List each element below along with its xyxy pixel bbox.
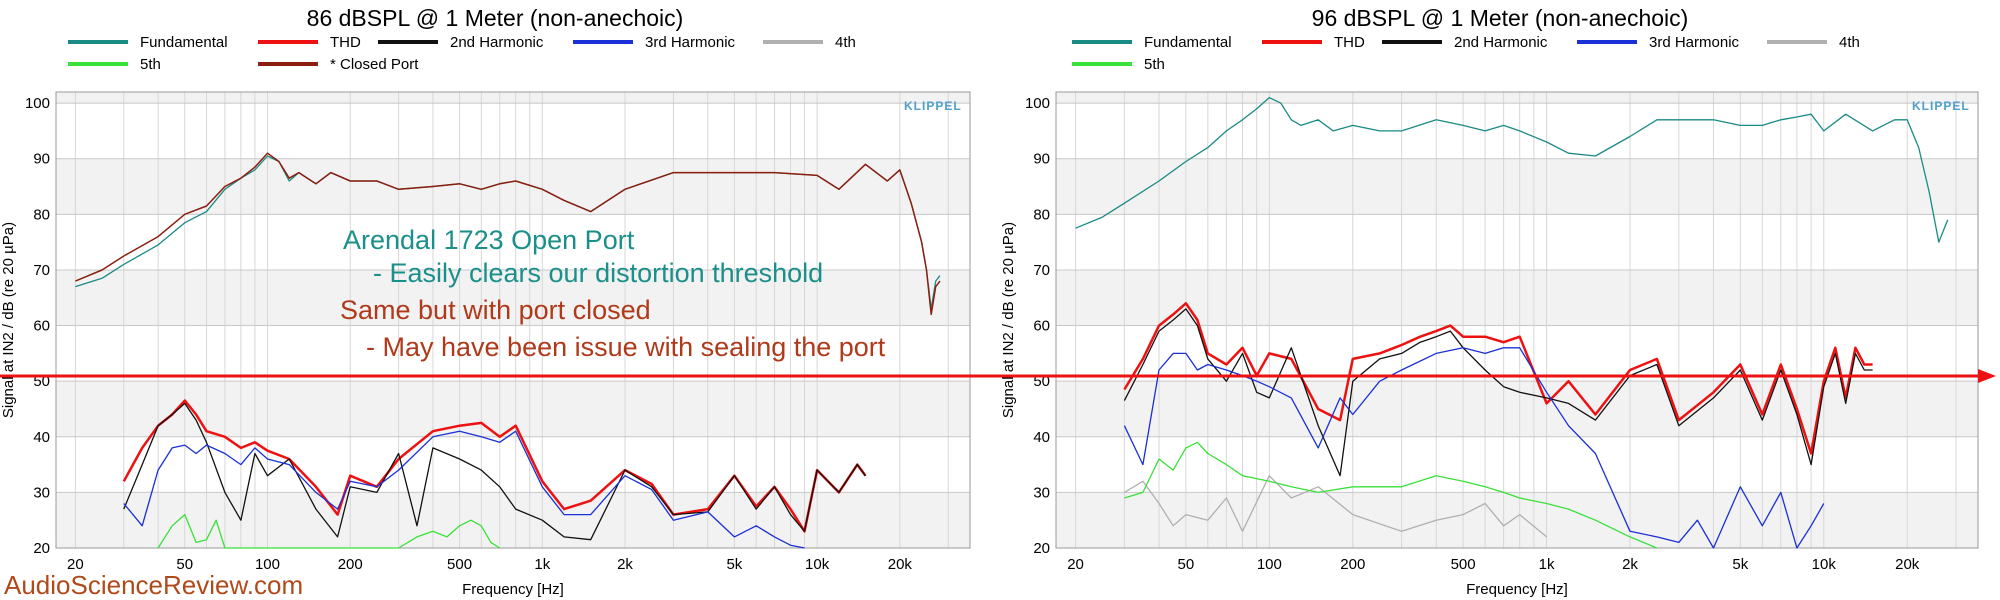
plot-band xyxy=(1056,381,1978,437)
watermark: AudioScienceReview.com xyxy=(4,570,303,600)
klippel-logo: KLIPPEL xyxy=(904,99,962,113)
annotation-line2: - Easily clears our distortion threshold xyxy=(373,258,823,288)
y-tick-label: 80 xyxy=(33,206,50,223)
threshold-arrowhead xyxy=(1978,369,1996,383)
series-line-h3 xyxy=(123,430,805,549)
x-tick-label: 100 xyxy=(255,556,280,573)
x-tick-label: 5k xyxy=(1732,556,1748,573)
plot-band xyxy=(56,492,970,548)
y-tick-label: 90 xyxy=(1033,151,1050,168)
plot-frame xyxy=(1055,91,1979,549)
x-tick-label: 500 xyxy=(1451,556,1476,573)
plot-band xyxy=(56,158,970,215)
legend-label: 3rd Harmonic xyxy=(645,34,736,51)
y-tick-label: 20 xyxy=(33,540,50,557)
y-axis-label: Signal at IN2 / dB (re 20 µPa) xyxy=(0,222,17,418)
x-tick-label: 1k xyxy=(534,556,550,573)
plot-band xyxy=(1056,492,1978,548)
annotation-line4: - May have been issue with sealing the p… xyxy=(366,332,886,362)
y-tick-label: 60 xyxy=(33,318,50,335)
x-tick-label: 20 xyxy=(67,556,84,573)
y-tick-label: 20 xyxy=(1033,540,1050,557)
y-tick-label: 90 xyxy=(33,151,50,168)
annotation-line1: Arendal 1723 Open Port xyxy=(343,225,635,255)
series-line-h4 xyxy=(1124,475,1548,538)
plot-band xyxy=(1056,269,1978,326)
plot-band xyxy=(56,269,970,326)
legend-label: * Closed Port xyxy=(330,56,419,73)
x-tick-label: 10k xyxy=(1812,556,1837,573)
series-line-closed-port xyxy=(75,152,941,316)
x-tick-label: 2k xyxy=(617,556,633,573)
plot-band xyxy=(1056,158,1978,215)
legend-label: 3rd Harmonic xyxy=(1649,34,1740,51)
legend-label: 2nd Harmonic xyxy=(1454,34,1548,51)
y-tick-label: 30 xyxy=(33,484,50,501)
annotation-line3: Same but with port closed xyxy=(340,295,651,325)
klippel-logo: KLIPPEL xyxy=(1912,99,1970,113)
x-axis-label: Frequency [Hz] xyxy=(1466,581,1568,598)
legend-label: 2nd Harmonic xyxy=(450,34,544,51)
y-tick-label: 100 xyxy=(25,95,50,112)
y-tick-label: 60 xyxy=(1033,318,1050,335)
y-tick-label: 40 xyxy=(1033,429,1050,446)
legend-label: 4th xyxy=(835,34,856,51)
legend-label: Fundamental xyxy=(1144,34,1232,51)
y-tick-label: 70 xyxy=(33,262,50,279)
legend-label: THD xyxy=(1334,34,1365,51)
x-tick-label: 20k xyxy=(1895,556,1920,573)
x-tick-label: 5k xyxy=(726,556,742,573)
series-line-h2 xyxy=(123,402,867,541)
x-tick-label: 100 xyxy=(1257,556,1282,573)
plot-frame xyxy=(55,91,971,549)
x-tick-label: 20 xyxy=(1067,556,1084,573)
legend-label: 4th xyxy=(1839,34,1860,51)
x-axis-label: Frequency [Hz] xyxy=(462,581,564,598)
x-tick-label: 200 xyxy=(338,556,363,573)
legend-label: THD xyxy=(330,34,361,51)
chart-title: 96 dBSPL @ 1 Meter (non-anechoic) xyxy=(1312,5,1689,31)
x-tick-label: 500 xyxy=(447,556,472,573)
y-tick-label: 40 xyxy=(33,429,50,446)
y-tick-label: 30 xyxy=(1033,484,1050,501)
y-axis-label: Signal at IN2 / dB (re 20 µPa) xyxy=(1000,222,1017,418)
plot-band xyxy=(1056,92,1978,104)
x-tick-label: 200 xyxy=(1340,556,1365,573)
y-tick-label: 70 xyxy=(1033,262,1050,279)
series-line-h3 xyxy=(1123,347,1825,549)
threshold-marker xyxy=(0,369,1996,383)
y-tick-label: 80 xyxy=(1033,206,1050,223)
series-line-thd xyxy=(1123,302,1873,455)
series-line-h5 xyxy=(1124,441,1658,549)
x-tick-label: 1k xyxy=(1539,556,1555,573)
chart-title: 86 dBSPL @ 1 Meter (non-anechoic) xyxy=(307,5,684,31)
x-tick-label: 50 xyxy=(176,556,193,573)
legend-label: 5th xyxy=(1144,56,1165,73)
series-line-fundamental xyxy=(1075,96,1949,243)
x-tick-label: 10k xyxy=(805,556,830,573)
legend-label: Fundamental xyxy=(140,34,228,51)
plot-band xyxy=(56,92,970,104)
x-tick-label: 2k xyxy=(1622,556,1638,573)
series-line-h5 xyxy=(157,513,501,549)
y-tick-label: 100 xyxy=(1025,95,1050,112)
legend-label: 5th xyxy=(140,56,161,73)
x-tick-label: 50 xyxy=(1178,556,1195,573)
x-tick-label: 20k xyxy=(888,556,913,573)
